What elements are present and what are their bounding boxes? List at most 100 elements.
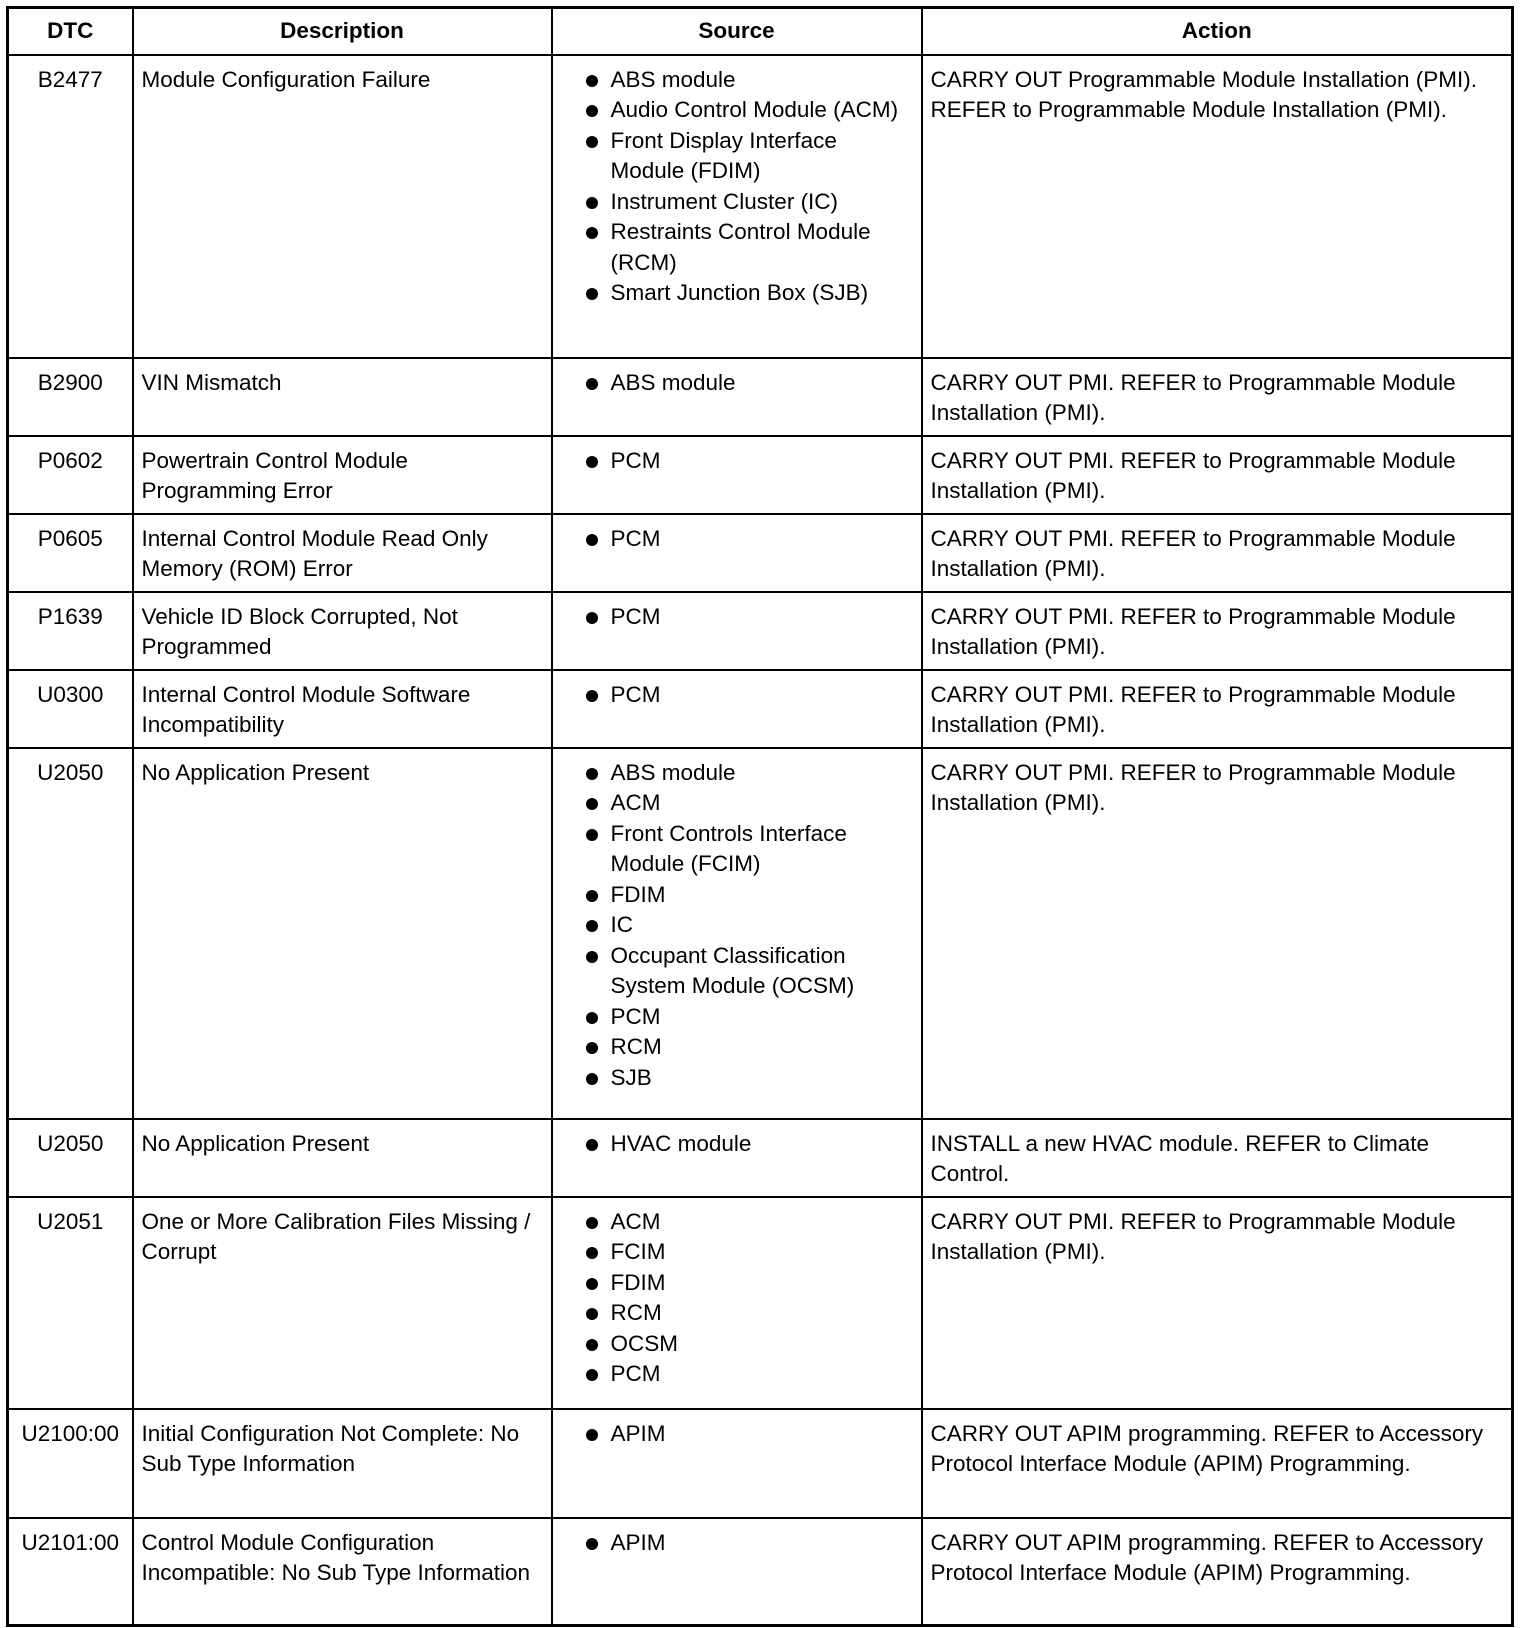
source-item: Occupant Classification System Module (O…: [585, 941, 913, 1002]
source-item: PCM: [585, 680, 913, 711]
source-item: Restraints Control Module (RCM): [585, 217, 913, 278]
action-cell: CARRY OUT PMI. REFER to Programmable Mod…: [920, 668, 1514, 749]
description-cell: Internal Control Module Software Incompa…: [131, 668, 553, 749]
source-item: RCM: [585, 1298, 913, 1329]
source-cell: PCM: [550, 590, 923, 671]
table-row: P0605 Internal Control Module Read Only M…: [6, 512, 1514, 593]
action-cell: CARRY OUT Programmable Module Installati…: [920, 53, 1514, 359]
table-row: B2477 Module Configuration Failure ABS mod…: [6, 53, 1514, 359]
source-list: PCM: [561, 446, 913, 477]
source-item: APIM: [585, 1528, 913, 1559]
source-item: IC: [585, 910, 913, 941]
source-list: ACM FCIM FDIM RCM OCSM PCM: [561, 1207, 913, 1390]
source-list: PCM: [561, 602, 913, 633]
source-item: ABS module: [585, 368, 913, 399]
header-row: DTC Description Source Action: [6, 6, 1514, 56]
source-item: SJB: [585, 1063, 913, 1094]
action-cell: CARRY OUT PMI. REFER to Programmable Mod…: [920, 746, 1514, 1120]
dtc-cell: U2100:00: [6, 1407, 134, 1519]
source-list: PCM: [561, 524, 913, 555]
description-cell: No Application Present: [131, 746, 553, 1120]
source-cell: HVAC module: [550, 1117, 923, 1198]
dtc-cell: B2900: [6, 356, 134, 437]
source-cell: PCM: [550, 512, 923, 593]
description-cell: Module Configuration Failure: [131, 53, 553, 359]
description-cell: Internal Control Module Read Only Memory…: [131, 512, 553, 593]
header-description: Description: [131, 6, 553, 56]
description-cell: VIN Mismatch: [131, 356, 553, 437]
source-cell: APIM: [550, 1407, 923, 1519]
dtc-cell: U2051: [6, 1195, 134, 1410]
action-cell: CARRY OUT PMI. REFER to Programmable Mod…: [920, 590, 1514, 671]
table-row: B2900 VIN Mismatch ABS module CARRY OUT PMI…: [6, 356, 1514, 437]
source-cell: ABS module ACM Front Controls Interface Mo…: [550, 746, 923, 1120]
table-row: U2050 No Application Present ABS module ACM…: [6, 746, 1514, 1120]
source-list: APIM: [561, 1528, 913, 1559]
source-list: PCM: [561, 680, 913, 711]
dtc-cell: B2477: [6, 53, 134, 359]
dtc-cell: P0602: [6, 434, 134, 515]
source-cell: ABS module Audio Control Module (ACM) Fron…: [550, 53, 923, 359]
dtc-cell: U0300: [6, 668, 134, 749]
table-row: U2050 No Application Present HVAC module IN…: [6, 1117, 1514, 1198]
source-item: APIM: [585, 1419, 913, 1450]
dtc-cell: U2101:00: [6, 1516, 134, 1627]
source-item: PCM: [585, 446, 913, 477]
source-list: ABS module ACM Front Controls Interface Mo…: [561, 758, 913, 1094]
description-cell: No Application Present: [131, 1117, 553, 1198]
description-cell: Powertrain Control Module Programming Er…: [131, 434, 553, 515]
dtc-cell: U2050: [6, 746, 134, 1120]
dtc-table: DTC Description Source Action B2477 Modul…: [6, 6, 1514, 1627]
source-item: ABS module: [585, 758, 913, 789]
source-cell: ABS module: [550, 356, 923, 437]
table-row: U2101:00 Control Module Configuration Inc…: [6, 1516, 1514, 1627]
source-item: FDIM: [585, 1268, 913, 1299]
source-item: OCSM: [585, 1329, 913, 1360]
source-item: ACM: [585, 1207, 913, 1238]
dtc-cell: P1639: [6, 590, 134, 671]
description-cell: Vehicle ID Block Corrupted, Not Programm…: [131, 590, 553, 671]
source-item: PCM: [585, 1002, 913, 1033]
source-cell: APIM: [550, 1516, 923, 1627]
source-item: Smart Junction Box (SJB): [585, 278, 913, 309]
action-cell: CARRY OUT APIM programming. REFER to Acc…: [920, 1516, 1514, 1627]
source-item: FCIM: [585, 1237, 913, 1268]
action-cell: CARRY OUT PMI. REFER to Programmable Mod…: [920, 1195, 1514, 1410]
source-item: Front Controls Interface Module (FCIM): [585, 819, 913, 880]
action-cell: INSTALL a new HVAC module. REFER to Clim…: [920, 1117, 1514, 1198]
table-row: U2051 One or More Calibration Files Missi…: [6, 1195, 1514, 1410]
source-item: Front Display Interface Module (FDIM): [585, 126, 913, 187]
action-cell: CARRY OUT APIM programming. REFER to Acc…: [920, 1407, 1514, 1519]
dtc-cell: P0605: [6, 512, 134, 593]
header-action: Action: [920, 6, 1514, 56]
source-item: PCM: [585, 602, 913, 633]
source-cell: PCM: [550, 668, 923, 749]
description-cell: One or More Calibration Files Missing / …: [131, 1195, 553, 1410]
source-item: ACM: [585, 788, 913, 819]
table-row: P1639 Vehicle ID Block Corrupted, Not Pro…: [6, 590, 1514, 671]
table-row: P0602 Powertrain Control Module Programmi…: [6, 434, 1514, 515]
source-item: ABS module: [585, 65, 913, 96]
source-list: ABS module: [561, 368, 913, 399]
description-cell: Control Module Configuration Incompatibl…: [131, 1516, 553, 1627]
source-item: FDIM: [585, 880, 913, 911]
table-row: U2100:00 Initial Configuration Not Comple…: [6, 1407, 1514, 1519]
action-cell: CARRY OUT PMI. REFER to Programmable Mod…: [920, 356, 1514, 437]
source-item: Audio Control Module (ACM): [585, 95, 913, 126]
description-cell: Initial Configuration Not Complete: No S…: [131, 1407, 553, 1519]
header-source: Source: [550, 6, 923, 56]
dtc-cell: U2050: [6, 1117, 134, 1198]
source-list: APIM: [561, 1419, 913, 1450]
header-dtc: DTC: [6, 6, 134, 56]
source-cell: ACM FCIM FDIM RCM OCSM PCM: [550, 1195, 923, 1410]
source-list: ABS module Audio Control Module (ACM) Fron…: [561, 65, 913, 309]
source-item: PCM: [585, 1359, 913, 1390]
source-item: RCM: [585, 1032, 913, 1063]
table-row: U0300 Internal Control Module Software In…: [6, 668, 1514, 749]
source-item: Instrument Cluster (IC): [585, 187, 913, 218]
source-item: PCM: [585, 524, 913, 555]
source-item: HVAC module: [585, 1129, 913, 1160]
source-cell: PCM: [550, 434, 923, 515]
action-cell: CARRY OUT PMI. REFER to Programmable Mod…: [920, 512, 1514, 593]
source-list: HVAC module: [561, 1129, 913, 1160]
